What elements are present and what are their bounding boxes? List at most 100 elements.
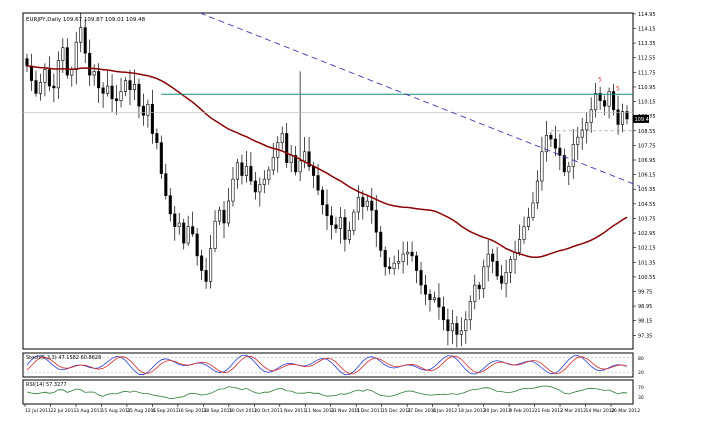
- candle-body: [213, 220, 217, 249]
- candle-body: [47, 69, 51, 87]
- x-tick-label: 5 Dec 2011: [356, 408, 383, 414]
- y-tick-label: 97.35: [638, 333, 652, 339]
- rsi-line: [26, 385, 628, 400]
- candle-body: [294, 155, 298, 173]
- candle-body: [338, 217, 342, 229]
- x-tick-label: 12 Jul 2011: [25, 408, 51, 414]
- candle-body: [620, 111, 625, 125]
- x-tick-label: 15 Aug 2011: [101, 408, 131, 414]
- rsi-scale-label: 70: [638, 385, 644, 391]
- candle-body: [195, 233, 199, 257]
- y-tick-label: 111.75: [638, 70, 656, 76]
- candle-body: [262, 178, 266, 185]
- candle-body: [482, 266, 486, 290]
- stoch-label: Stoch(5,3,3) 47.1582 60.8628: [26, 355, 101, 361]
- candle-body: [522, 226, 526, 240]
- candle-body: [204, 270, 208, 282]
- candle-body: [518, 239, 522, 253]
- candle-body: [119, 91, 123, 101]
- candle-body: [468, 301, 472, 321]
- candle-body: [576, 136, 580, 145]
- x-tick-label: 11 Nov 2011: [305, 408, 334, 414]
- candle-body: [307, 151, 311, 167]
- candle-body: [450, 323, 454, 332]
- candle-body: [298, 160, 302, 173]
- candle-body: [594, 93, 598, 111]
- candle-body: [29, 65, 34, 81]
- candle-body: [191, 226, 195, 235]
- y-tick-label: 108.55: [638, 129, 656, 135]
- x-tick-label: 28 Sep 2011: [203, 408, 232, 414]
- x-tick-label: 10 Oct 2011: [229, 408, 257, 414]
- candle-body: [558, 147, 562, 156]
- y-tick-label: 99.75: [638, 289, 652, 295]
- candle-body: [598, 93, 602, 101]
- candle-body: [603, 100, 607, 107]
- candle-body: [115, 98, 119, 101]
- candle-body: [43, 69, 47, 83]
- y-tick-label: 103.75: [638, 216, 656, 222]
- candle-body: [325, 204, 329, 216]
- x-tick-label: 22 Jul 2011: [50, 408, 76, 414]
- candle-body: [240, 162, 244, 176]
- candle-body: [401, 253, 405, 262]
- stoch-k-line: [26, 354, 628, 376]
- candle-body: [379, 231, 383, 251]
- y-tick-label: 102.95: [638, 231, 656, 237]
- candle-body: [271, 156, 275, 171]
- stoch-scale-label: 20: [638, 370, 644, 376]
- y-tick-label: 110.95: [638, 85, 656, 91]
- candle-body: [406, 251, 410, 255]
- candle-body: [97, 71, 101, 89]
- candle-body: [101, 87, 105, 94]
- y-tick-label: 107.75: [638, 143, 656, 149]
- candle-body: [334, 224, 338, 229]
- rsi-label: RSI(14) 57.3277: [26, 382, 67, 388]
- candle-body: [567, 166, 571, 173]
- candle-body: [316, 175, 320, 191]
- candle-body: [347, 230, 351, 240]
- candle-body: [267, 169, 271, 180]
- candle-body: [25, 58, 29, 67]
- candle-body: [285, 133, 289, 164]
- y-tick-label: 101.35: [638, 260, 656, 266]
- candle-body: [477, 284, 481, 290]
- candle-body: [56, 60, 60, 89]
- candle-body: [253, 180, 257, 193]
- stoch-scale-label: 80: [638, 356, 644, 362]
- y-tick-label: 104.55: [638, 202, 656, 208]
- x-tick-label: 9 Feb 2012: [509, 408, 535, 414]
- candle-body: [352, 211, 356, 231]
- candle-body: [585, 122, 589, 131]
- candle-body: [374, 209, 378, 233]
- candle-body: [419, 270, 423, 286]
- candle-body: [177, 222, 181, 227]
- candle-body: [486, 253, 490, 268]
- candle-body: [92, 71, 96, 76]
- x-tick-label: 25 Aug 2011: [127, 408, 157, 414]
- candle-body: [106, 85, 110, 94]
- x-tick-label: 18 Jan 2012: [458, 408, 486, 414]
- rsi-panel-frame: [22, 379, 634, 405]
- candle-body: [52, 85, 56, 89]
- candle-body: [392, 262, 396, 269]
- candle-body: [38, 82, 42, 94]
- candle-body: [222, 209, 226, 224]
- candle-body: [132, 83, 136, 90]
- x-tick-label: 6 Sep 2011: [152, 408, 178, 414]
- candle-body: [526, 217, 531, 227]
- x-tick-label: 27 Dec 2011: [407, 408, 436, 414]
- candle-body: [74, 41, 78, 70]
- y-tick-label: 100.55: [638, 275, 656, 281]
- candle-body: [226, 200, 231, 224]
- x-tick-label: 1 Nov 2011: [280, 408, 307, 414]
- candle-body: [289, 155, 293, 164]
- y-tick-label: 105.35: [638, 187, 656, 193]
- candle-body: [235, 162, 239, 180]
- candle-body: [159, 142, 163, 174]
- candle-body: [164, 173, 168, 196]
- candle-body: [200, 255, 204, 271]
- candle-body: [607, 91, 611, 107]
- candle-body: [441, 306, 445, 321]
- candle-body: [88, 52, 92, 76]
